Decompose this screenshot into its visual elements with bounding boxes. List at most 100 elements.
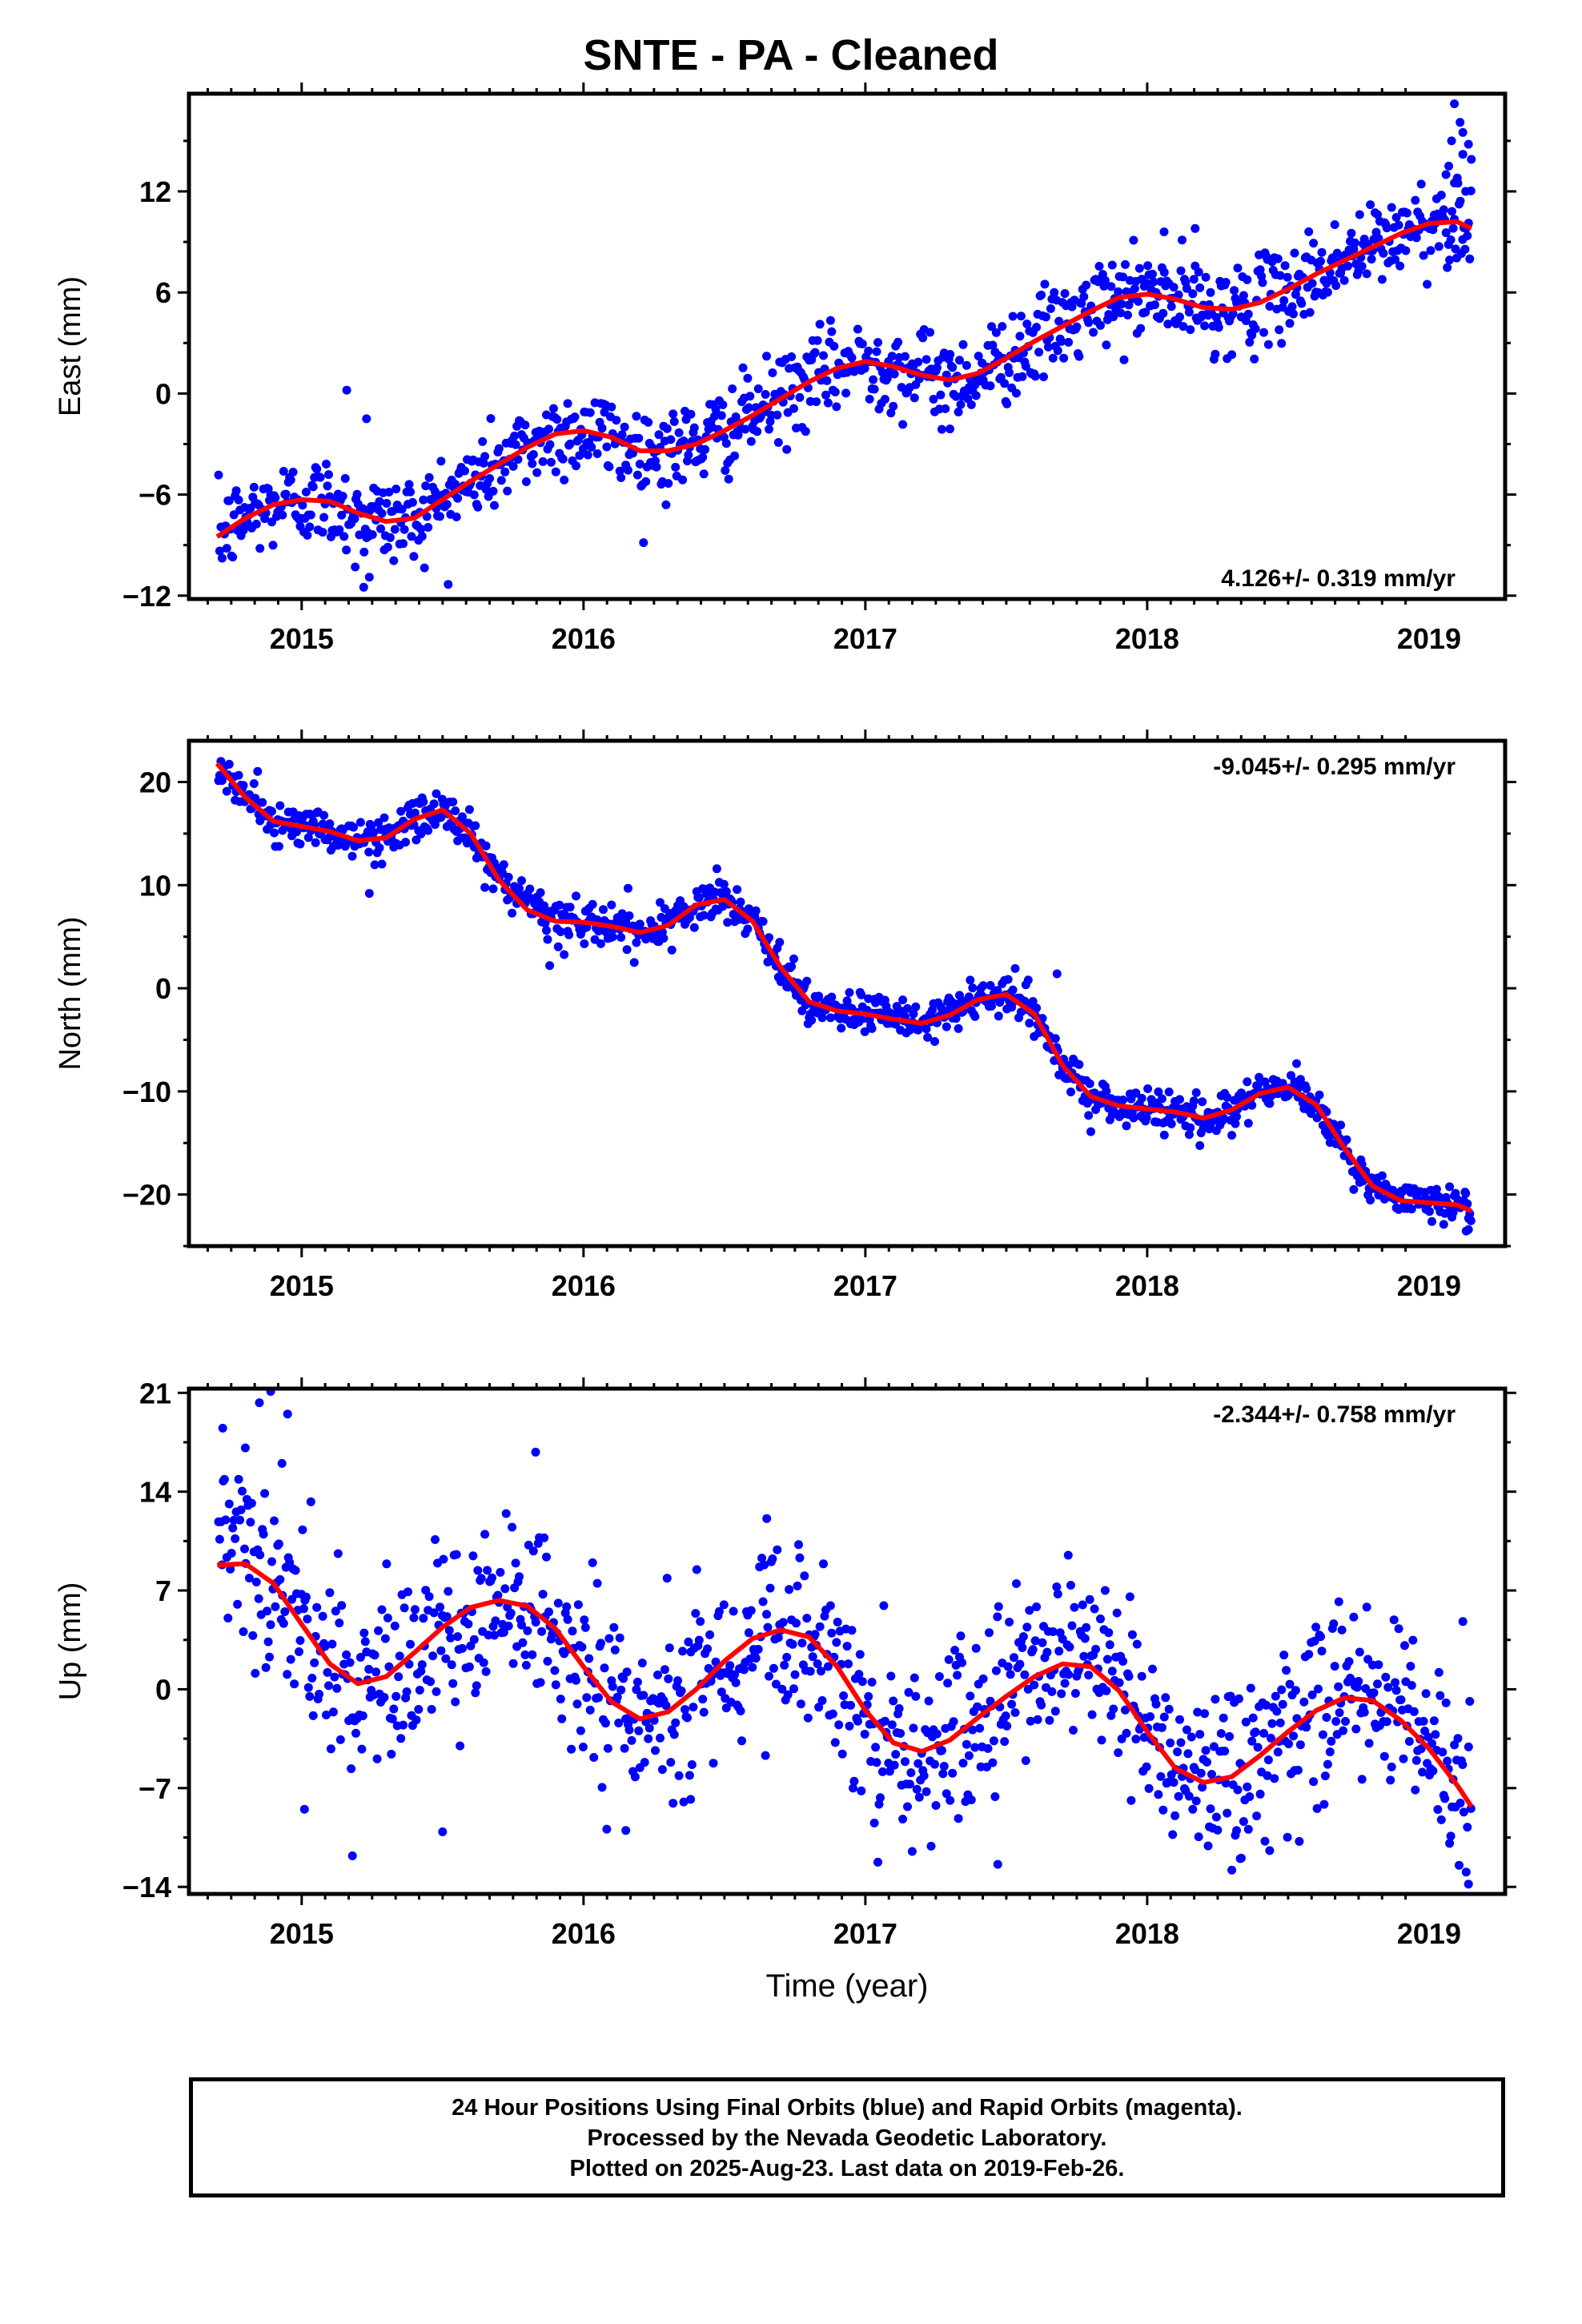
outlier-point (277, 1458, 287, 1468)
data-point (622, 945, 632, 955)
data-point (753, 427, 762, 436)
data-point (1028, 1645, 1038, 1655)
data-point (1283, 1832, 1292, 1842)
data-point (761, 1751, 770, 1760)
data-point (1037, 290, 1046, 300)
data-point (387, 1749, 396, 1759)
data-point (717, 411, 726, 420)
data-point (671, 1718, 681, 1727)
data-point (1330, 1662, 1339, 1671)
data-point (436, 1646, 446, 1655)
data-point (1277, 339, 1287, 348)
data-point (1439, 205, 1448, 215)
data-point (1279, 296, 1289, 305)
data-point (1295, 1836, 1304, 1846)
data-point (279, 467, 288, 476)
data-point (844, 1659, 853, 1669)
data-point (721, 466, 730, 475)
data-point (1184, 308, 1194, 317)
data-point (1000, 379, 1010, 388)
data-point (746, 436, 756, 446)
data-point (357, 1744, 367, 1754)
data-point (1074, 352, 1084, 361)
data-point (550, 1666, 560, 1675)
data-point (891, 1750, 901, 1759)
data-point (1143, 1084, 1153, 1093)
data-point (849, 1776, 859, 1786)
data-point (953, 1671, 962, 1680)
data-point (412, 835, 421, 845)
data-point (488, 1573, 496, 1582)
data-point (966, 1795, 976, 1804)
data-point (765, 1671, 773, 1681)
data-point (349, 822, 358, 832)
data-point (1079, 292, 1089, 301)
data-point (857, 990, 866, 999)
data-point (333, 1549, 343, 1558)
data-point (473, 1566, 483, 1575)
data-point (1067, 302, 1077, 312)
data-point (1096, 320, 1105, 330)
outlier-point (1444, 161, 1454, 171)
data-point (251, 519, 261, 529)
data-point (553, 1598, 563, 1608)
data-point (238, 1486, 247, 1496)
data-point (612, 416, 621, 425)
data-point (488, 884, 498, 894)
data-point (301, 487, 311, 497)
data-point (956, 1631, 966, 1641)
data-point (1411, 1785, 1420, 1795)
east-panel: 2015 2016 2017 2018 2019 −12 −6 0 6 12 East (mm) 4.… (54, 82, 1516, 655)
data-point (234, 495, 243, 505)
data-point (424, 826, 433, 835)
data-point (800, 1571, 809, 1581)
data-point (248, 1630, 258, 1640)
data-point (1364, 1739, 1374, 1748)
data-point (1334, 1682, 1343, 1691)
data-point (1374, 1660, 1383, 1670)
data-point (790, 1670, 800, 1679)
data-point (860, 1730, 869, 1739)
data-point (577, 1642, 587, 1652)
data-point (1158, 1805, 1168, 1815)
data-point (914, 1792, 924, 1802)
data-point (600, 1663, 609, 1673)
data-point (730, 1670, 740, 1679)
data-point (1448, 1208, 1458, 1217)
data-point (1253, 1081, 1263, 1091)
data-point (1125, 1592, 1134, 1602)
data-point (919, 1771, 929, 1780)
data-point (1220, 1747, 1230, 1756)
data-point (247, 1498, 256, 1508)
data-point (664, 479, 673, 489)
data-point (1270, 1774, 1279, 1783)
data-point (233, 1599, 243, 1609)
data-point (491, 1616, 500, 1626)
data-point (328, 1707, 338, 1717)
data-point (306, 1497, 315, 1506)
data-point (955, 356, 964, 365)
data-point (551, 1680, 560, 1690)
data-point (1050, 1707, 1060, 1716)
data-point (1290, 248, 1299, 258)
data-point (323, 481, 332, 491)
data-point (661, 500, 671, 509)
data-point (318, 528, 327, 537)
data-point (1456, 196, 1465, 206)
data-point (869, 1818, 879, 1827)
data-point (471, 821, 480, 830)
data-point (1362, 269, 1371, 279)
data-point (1232, 1826, 1241, 1835)
data-points (214, 1389, 1476, 1889)
data-point (923, 1032, 933, 1042)
data-point (930, 1759, 939, 1769)
data-point (942, 1022, 951, 1031)
data-point (889, 401, 898, 411)
data-point (295, 1636, 305, 1645)
data-point (652, 462, 661, 472)
data-point (1182, 1725, 1191, 1735)
data-point (990, 1792, 1000, 1801)
data-point (1359, 1707, 1369, 1717)
data-point (597, 1783, 607, 1792)
data-point (635, 919, 644, 929)
